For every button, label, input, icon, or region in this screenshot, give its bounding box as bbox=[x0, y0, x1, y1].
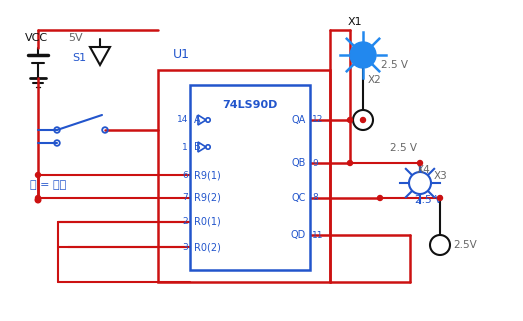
Bar bbox=[190, 85, 310, 270]
Text: 2: 2 bbox=[183, 218, 188, 227]
Text: 12: 12 bbox=[312, 116, 323, 125]
Circle shape bbox=[409, 172, 431, 194]
Text: X4: X4 bbox=[417, 165, 431, 175]
Text: 键 = 空格: 键 = 空格 bbox=[30, 180, 66, 190]
Text: 2.5 V: 2.5 V bbox=[381, 60, 408, 70]
Text: 6: 6 bbox=[182, 170, 188, 179]
Text: 9: 9 bbox=[312, 159, 318, 168]
Text: R9(2): R9(2) bbox=[194, 193, 221, 203]
Circle shape bbox=[36, 172, 40, 178]
Bar bbox=[158, 70, 330, 282]
Text: X3: X3 bbox=[434, 171, 448, 181]
Circle shape bbox=[378, 195, 382, 201]
Text: QA: QA bbox=[292, 115, 306, 125]
Text: B: B bbox=[194, 142, 201, 152]
Text: R0(2): R0(2) bbox=[194, 242, 221, 252]
Text: VCC: VCC bbox=[25, 33, 48, 43]
Circle shape bbox=[347, 160, 353, 166]
Circle shape bbox=[35, 197, 41, 203]
Circle shape bbox=[347, 117, 353, 123]
Text: A: A bbox=[194, 115, 201, 125]
Text: S1: S1 bbox=[72, 53, 86, 63]
Text: 3: 3 bbox=[182, 242, 188, 251]
Circle shape bbox=[438, 195, 442, 201]
Text: 2.5V: 2.5V bbox=[453, 240, 477, 250]
Text: 5V: 5V bbox=[68, 33, 83, 43]
Text: QD: QD bbox=[291, 230, 306, 240]
Text: 7: 7 bbox=[182, 194, 188, 203]
Text: 1: 1 bbox=[182, 143, 188, 152]
Text: 74LS90D: 74LS90D bbox=[222, 100, 278, 110]
Text: R9(1): R9(1) bbox=[194, 170, 221, 180]
Circle shape bbox=[360, 117, 366, 123]
Text: U1: U1 bbox=[173, 48, 190, 62]
Text: 8: 8 bbox=[312, 194, 318, 203]
Circle shape bbox=[430, 235, 450, 255]
Circle shape bbox=[36, 195, 40, 201]
Polygon shape bbox=[90, 47, 110, 65]
Text: X1: X1 bbox=[348, 17, 362, 27]
Text: 2.5 V: 2.5 V bbox=[390, 143, 417, 153]
Text: 2.5 V: 2.5 V bbox=[415, 195, 442, 205]
Text: 14: 14 bbox=[177, 116, 188, 125]
Circle shape bbox=[417, 160, 423, 166]
Text: 11: 11 bbox=[312, 230, 324, 239]
Text: X2: X2 bbox=[368, 75, 382, 85]
Circle shape bbox=[353, 110, 373, 130]
Text: QB: QB bbox=[292, 158, 306, 168]
Text: QC: QC bbox=[292, 193, 306, 203]
Circle shape bbox=[350, 42, 376, 68]
Text: R0(1): R0(1) bbox=[194, 217, 221, 227]
